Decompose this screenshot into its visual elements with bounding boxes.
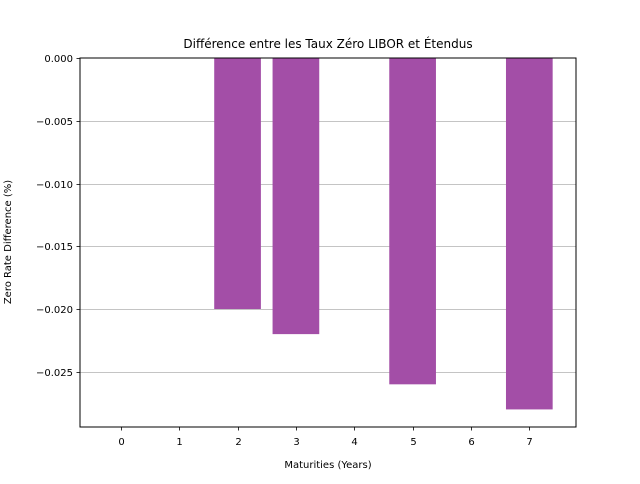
y-tick-label: −0.025 xyxy=(36,368,73,379)
x-tick-label: 1 xyxy=(176,437,182,448)
plot-frame xyxy=(79,57,577,428)
ticks-layer: 0.000 −0.005 −0.010 −0.015 −0.020 −0.025 0 1 2 3 4… xyxy=(36,54,533,448)
x-tick-label: 6 xyxy=(468,437,474,448)
grid-layer xyxy=(80,121,576,373)
bar-maturity-5 xyxy=(389,58,436,385)
x-tick-label: 2 xyxy=(235,437,241,448)
y-axis-title: Zero Rate Difference (%) xyxy=(3,180,14,304)
x-tick-label: 5 xyxy=(410,437,416,448)
y-tick-label: −0.005 xyxy=(36,117,73,128)
y-tick-label: −0.010 xyxy=(36,180,73,191)
bars-layer xyxy=(214,58,553,410)
bar-maturity-7 xyxy=(505,58,553,410)
x-tick-label: 7 xyxy=(526,437,532,448)
x-tick-label: 4 xyxy=(351,437,357,448)
bar-maturity-2 xyxy=(214,58,261,310)
bar-maturity-3 xyxy=(272,58,320,335)
y-tick-label: −0.020 xyxy=(36,305,73,316)
x-tick-label: 0 xyxy=(118,437,124,448)
y-tick-label: 0.000 xyxy=(44,54,73,65)
x-tick-label: 3 xyxy=(293,437,299,448)
y-tick-label: −0.015 xyxy=(36,242,73,253)
x-axis-title: Maturities (Years) xyxy=(284,460,371,471)
chart-title: Différence entre les Taux Zéro LIBOR et … xyxy=(183,36,472,51)
